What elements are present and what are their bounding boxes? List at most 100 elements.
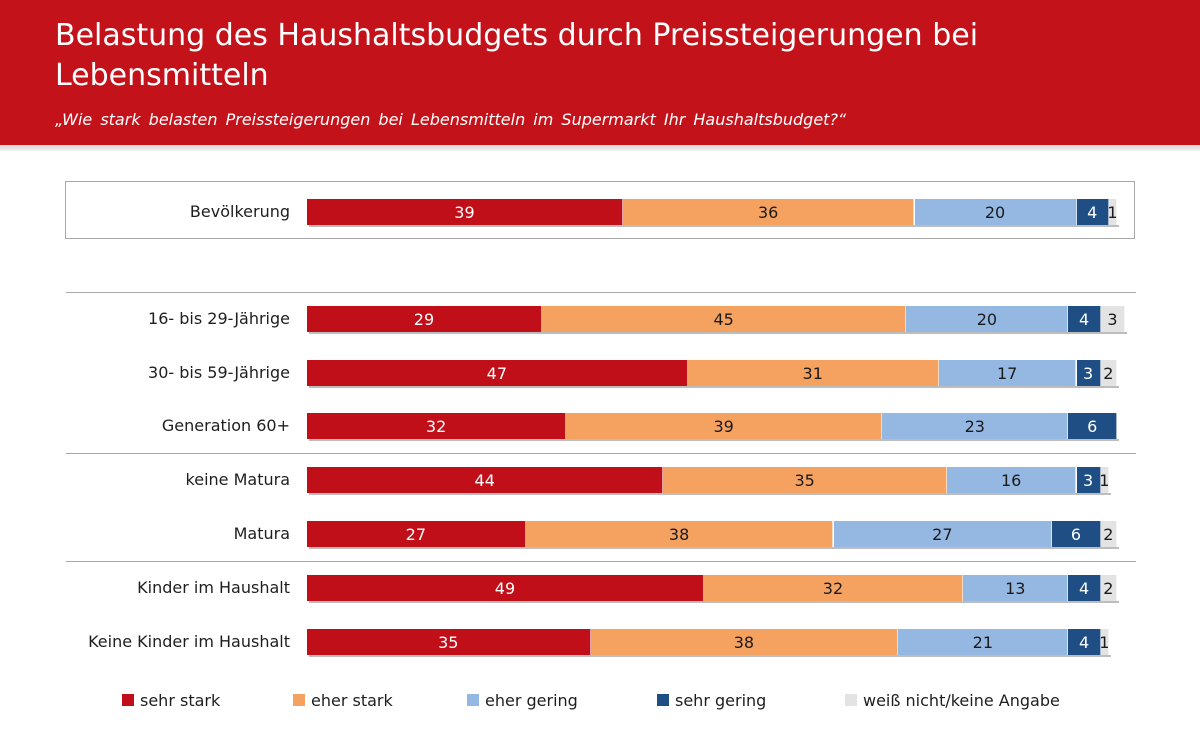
data-label: 36: [758, 202, 779, 222]
bar-segment: 4: [1068, 575, 1101, 601]
data-label: 27: [405, 524, 427, 544]
data-label: 32: [425, 416, 447, 436]
data-label: 17: [996, 363, 1018, 383]
bar-shadow: [309, 332, 1128, 334]
bar-segment: 16: [946, 467, 1077, 493]
category-label: keine Matura: [185, 470, 290, 489]
bar-segment: 20: [914, 199, 1077, 225]
data-label: 13: [1005, 578, 1026, 598]
category-label: Generation 60+: [161, 416, 290, 435]
bar-segment: 2: [1100, 575, 1117, 601]
legend-item: sehr gering: [657, 689, 766, 711]
legend-label: eher gering: [485, 690, 578, 710]
bar-segment: 35: [307, 629, 591, 655]
bar-segment: 6: [1068, 413, 1117, 439]
bar-segment: 1: [1099, 629, 1110, 655]
bar-shadow: [309, 601, 1119, 603]
bar-segment: 35: [663, 467, 947, 493]
data-label: 4: [1078, 578, 1090, 598]
legend-item: eher gering: [467, 689, 578, 711]
bar-segment: 2: [1100, 521, 1117, 547]
bar-segment: 21: [898, 629, 1069, 655]
category-label: 16- bis 29-Jährige: [148, 309, 290, 328]
bar-segment: 39: [307, 199, 623, 225]
bar-segment: 6: [1052, 521, 1101, 547]
data-label: 35: [794, 470, 815, 490]
data-label: 4: [1087, 202, 1098, 222]
bar-segment: 1: [1099, 467, 1110, 493]
data-label: 3: [1083, 363, 1094, 383]
bar-segment: 31: [687, 360, 939, 386]
group-divider-children: [66, 561, 1136, 562]
bar-segment: 49: [307, 575, 704, 601]
legend-swatch: [122, 694, 134, 706]
data-label: 1: [1107, 202, 1118, 222]
data-label: 4: [1078, 309, 1090, 329]
bar-segment: 39: [566, 413, 883, 439]
bar-shadow: [309, 547, 1119, 549]
data-label: 2: [1103, 524, 1114, 544]
header-shadow: [0, 145, 1200, 151]
data-label: 38: [668, 524, 690, 544]
bar-segment: 3: [1076, 467, 1101, 493]
bar-segment: 3: [1100, 306, 1126, 332]
data-label: 2: [1103, 363, 1114, 383]
data-label: 39: [454, 202, 475, 222]
total-row-frame: [65, 181, 1135, 239]
legend-swatch: [845, 694, 857, 706]
data-label: 2: [1103, 578, 1114, 598]
group-divider-education: [66, 453, 1136, 454]
bar-segment: 13: [963, 575, 1069, 601]
data-label: 44: [474, 470, 495, 490]
category-label: Bevölkerung: [189, 202, 290, 221]
bar-segment: 17: [938, 360, 1077, 386]
bar-segment: 20: [906, 306, 1069, 332]
data-label: 21: [972, 632, 994, 652]
data-label: 27: [932, 524, 953, 544]
bar-segment: 29: [307, 306, 542, 332]
data-label: 45: [713, 309, 734, 329]
bar-segment: 4: [1076, 199, 1109, 225]
data-label: 1: [1099, 470, 1110, 490]
bar-segment: 32: [307, 413, 567, 439]
bar-segment: 1: [1107, 199, 1118, 225]
legend-label: eher stark: [311, 690, 393, 710]
bar-segment: 38: [590, 629, 899, 655]
data-label: 31: [802, 363, 823, 383]
header-banner: [0, 0, 1200, 145]
data-label: 49: [494, 578, 516, 598]
legend-item: sehr stark: [122, 689, 220, 711]
bar-segment: 4: [1068, 306, 1101, 332]
legend-label: sehr stark: [140, 690, 221, 710]
bar-shadow: [309, 493, 1111, 495]
data-label: 35: [438, 632, 459, 652]
legend-swatch: [293, 694, 305, 706]
data-label: 47: [486, 363, 508, 383]
category-label: 30- bis 59-Jährige: [148, 363, 290, 382]
bar-shadow: [309, 386, 1119, 388]
bar-shadow: [309, 439, 1119, 441]
chart-title: Belastung des Haushaltsbudgets durch Pre…: [55, 18, 979, 93]
bar-segment: 3: [1076, 360, 1101, 386]
bar-shadow: [309, 225, 1119, 227]
data-label: 23: [964, 416, 985, 436]
category-label: Kinder im Haushalt: [137, 578, 290, 597]
bar-shadow: [309, 655, 1111, 657]
legend-item: eher stark: [293, 689, 393, 711]
bar-segment: 32: [703, 575, 964, 601]
bar-segment: 38: [525, 521, 834, 547]
bar-segment: 27: [307, 521, 526, 547]
data-label: 20: [976, 309, 998, 329]
data-label: 16: [1001, 470, 1022, 490]
bar-segment: 45: [541, 306, 907, 332]
data-label: 3: [1107, 309, 1118, 329]
bar-segment: 47: [307, 360, 688, 386]
data-label: 1: [1099, 632, 1110, 652]
bar-segment: 44: [307, 467, 664, 493]
category-label: Matura: [233, 524, 290, 543]
data-label: 39: [713, 416, 734, 436]
legend-swatch: [657, 694, 669, 706]
bar-segment: 27: [833, 521, 1053, 547]
data-label: 6: [1070, 524, 1082, 544]
data-label: 3: [1083, 470, 1094, 490]
